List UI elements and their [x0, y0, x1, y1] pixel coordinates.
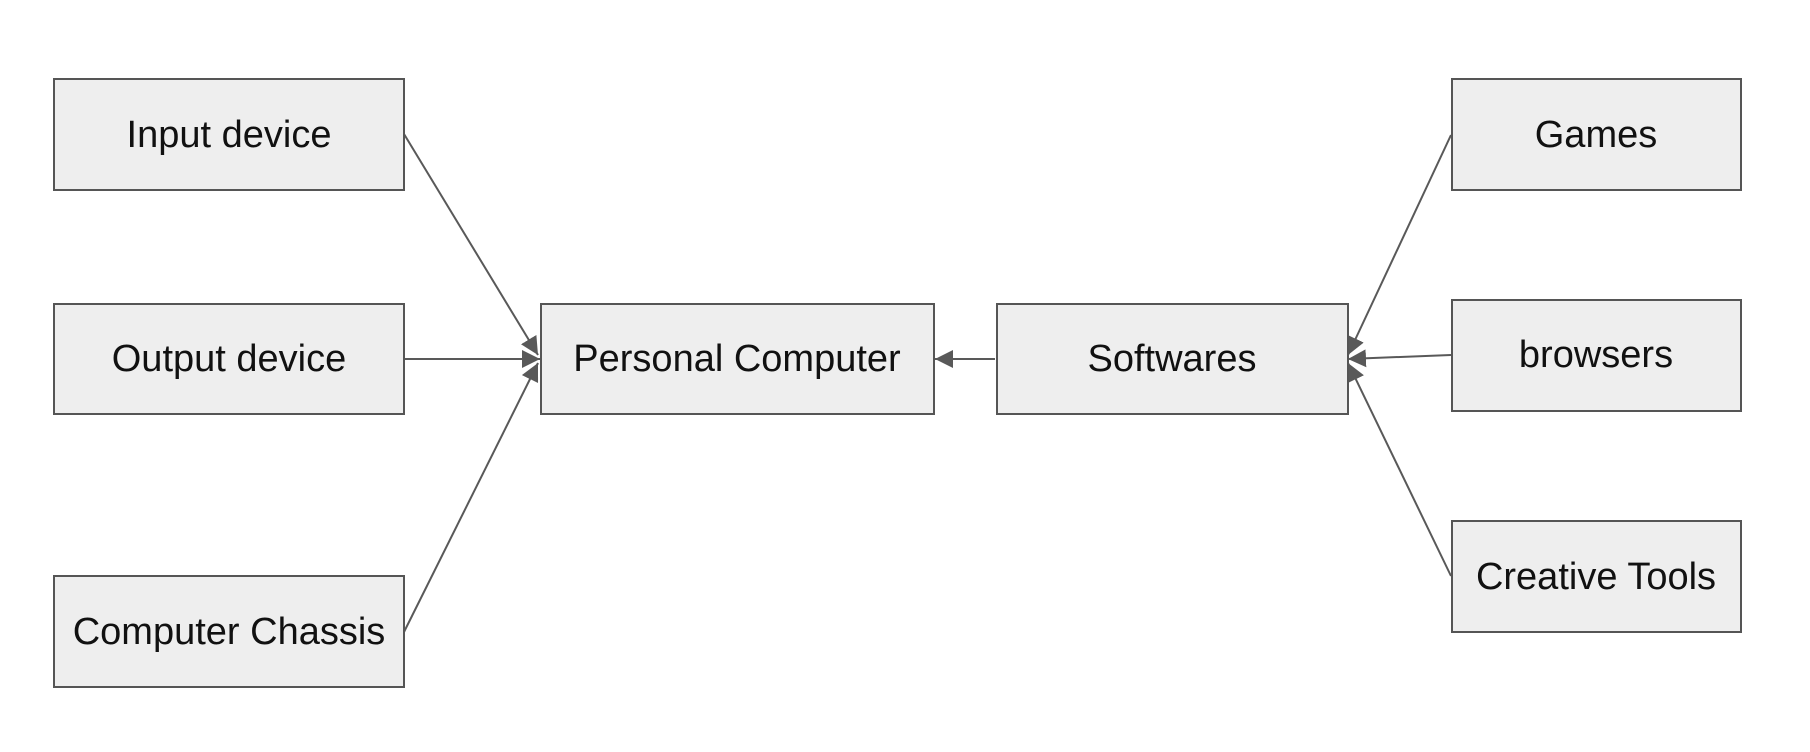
edge-computer-chassis-to-personal-computer: [403, 362, 539, 633]
node-input-device-label: Input device: [127, 114, 332, 156]
node-softwares-label: Softwares: [1088, 338, 1257, 380]
node-personal-computer-label: Personal Computer: [573, 338, 901, 380]
node-games: Games: [1451, 78, 1742, 191]
edges: [403, 133, 1452, 633]
node-softwares: Softwares: [996, 303, 1349, 415]
edge-games-to-softwares: [1347, 134, 1452, 356]
node-games-label: Games: [1535, 114, 1657, 156]
node-computer-chassis: Computer Chassis: [53, 575, 405, 688]
node-input-device: Input device: [53, 78, 405, 191]
node-output-device-label: Output device: [112, 338, 346, 380]
edge-input-device-to-personal-computer: [403, 133, 539, 356]
node-browsers: browsers: [1451, 299, 1742, 412]
node-output-device: Output device: [53, 303, 405, 415]
edge-browsers-to-softwares: [1347, 349, 1452, 368]
node-browsers-label: browsers: [1519, 334, 1673, 376]
edge-creative-tools-to-softwares: [1347, 362, 1452, 577]
node-personal-computer: Personal Computer: [540, 303, 935, 415]
nodes: Input device Output device Computer Chas…: [53, 78, 1742, 688]
node-creative-tools: Creative Tools: [1451, 520, 1742, 633]
node-creative-tools-label: Creative Tools: [1476, 556, 1716, 598]
node-computer-chassis-label: Computer Chassis: [73, 611, 386, 653]
